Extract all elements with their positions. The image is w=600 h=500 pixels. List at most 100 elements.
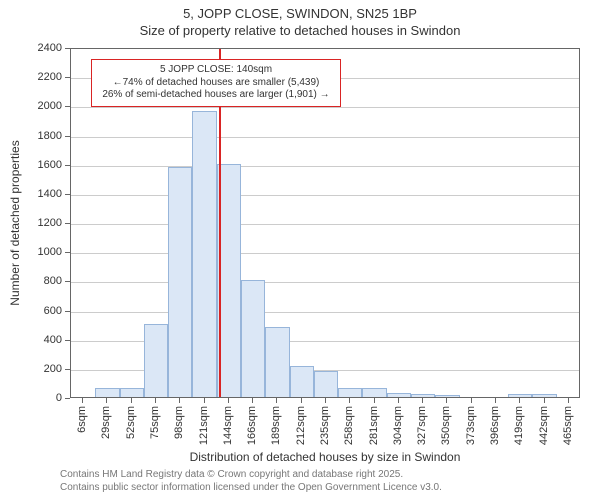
callout-line-2: 74% of detached houses are smaller (5,43… <box>96 77 336 90</box>
callout-line-3: 26% of semi-detached houses are larger (… <box>96 89 336 102</box>
footer-line-2: Contains public sector information licen… <box>60 481 442 494</box>
histogram-bar <box>338 388 362 397</box>
title-block: 5, JOPP CLOSE, SWINDON, SN25 1BP Size of… <box>0 6 600 38</box>
x-tick-label: 327sqm <box>416 406 428 456</box>
x-tick-label: 212sqm <box>295 406 307 456</box>
x-tick-label: 304sqm <box>392 406 404 456</box>
title-line-2: Size of property relative to detached ho… <box>0 23 600 38</box>
y-tick-label: 600 <box>0 305 62 317</box>
x-tick-label: 52sqm <box>125 406 137 456</box>
figure-root: 5, JOPP CLOSE, SWINDON, SN25 1BP Size of… <box>0 0 600 500</box>
histogram-bar <box>411 394 435 397</box>
footer-line-1: Contains HM Land Registry data © Crown c… <box>60 468 442 481</box>
x-tick-label: 121sqm <box>198 406 210 456</box>
x-tick-mark <box>398 398 399 403</box>
x-tick-mark <box>106 398 107 403</box>
histogram-bar <box>120 388 144 397</box>
gridline-h <box>71 137 579 138</box>
x-tick-mark <box>252 398 253 403</box>
x-tick-label: 75sqm <box>149 406 161 456</box>
y-tick-mark <box>65 311 70 312</box>
x-tick-label: 465sqm <box>562 406 574 456</box>
gridline-h <box>71 107 579 108</box>
y-tick-mark <box>65 194 70 195</box>
y-tick-label: 2200 <box>0 71 62 83</box>
plot-area: 5 JOPP CLOSE: 140sqm 74% of detached hou… <box>70 48 580 398</box>
callout-box: 5 JOPP CLOSE: 140sqm 74% of detached hou… <box>91 59 341 107</box>
x-tick-label: 98sqm <box>173 406 185 456</box>
gridline-h <box>71 282 579 283</box>
y-tick-mark <box>65 398 70 399</box>
y-tick-mark <box>65 223 70 224</box>
x-tick-mark <box>495 398 496 403</box>
histogram-bar <box>168 167 192 397</box>
x-tick-label: 442sqm <box>538 406 550 456</box>
y-tick-mark <box>65 48 70 49</box>
x-tick-mark <box>349 398 350 403</box>
x-tick-label: 373sqm <box>465 406 477 456</box>
y-tick-label: 1800 <box>0 130 62 142</box>
x-tick-mark <box>519 398 520 403</box>
x-tick-label: 350sqm <box>440 406 452 456</box>
x-tick-mark <box>544 398 545 403</box>
title-line-1: 5, JOPP CLOSE, SWINDON, SN25 1BP <box>0 6 600 21</box>
x-tick-mark <box>131 398 132 403</box>
y-tick-label: 400 <box>0 334 62 346</box>
x-tick-label: 29sqm <box>100 406 112 456</box>
x-tick-label: 419sqm <box>513 406 525 456</box>
x-tick-mark <box>179 398 180 403</box>
histogram-bar <box>290 366 314 397</box>
y-tick-mark <box>65 340 70 341</box>
x-tick-mark <box>276 398 277 403</box>
x-tick-mark <box>155 398 156 403</box>
histogram-bar <box>265 327 289 397</box>
x-tick-mark <box>301 398 302 403</box>
gridline-h <box>71 312 579 313</box>
gridline-h <box>71 195 579 196</box>
y-tick-label: 1400 <box>0 188 62 200</box>
histogram-bar <box>144 324 168 397</box>
x-tick-mark <box>568 398 569 403</box>
histogram-bar <box>362 388 386 397</box>
y-tick-label: 1000 <box>0 246 62 258</box>
gridline-h <box>71 253 579 254</box>
y-tick-label: 1600 <box>0 159 62 171</box>
x-tick-label: 281sqm <box>368 406 380 456</box>
x-tick-mark <box>228 398 229 403</box>
y-tick-mark <box>65 165 70 166</box>
y-tick-mark <box>65 281 70 282</box>
histogram-bar <box>192 111 216 397</box>
y-tick-label: 2000 <box>0 100 62 112</box>
histogram-bar <box>241 280 265 397</box>
histogram-bar <box>532 394 556 397</box>
x-tick-label: 144sqm <box>222 406 234 456</box>
x-tick-label: 396sqm <box>489 406 501 456</box>
x-tick-mark <box>204 398 205 403</box>
gridline-h <box>71 224 579 225</box>
y-tick-mark <box>65 77 70 78</box>
footer-attribution: Contains HM Land Registry data © Crown c… <box>60 468 442 494</box>
y-tick-label: 800 <box>0 275 62 287</box>
x-tick-mark <box>325 398 326 403</box>
x-tick-mark <box>374 398 375 403</box>
x-tick-label: 258sqm <box>343 406 355 456</box>
histogram-bar <box>95 388 119 397</box>
y-tick-mark <box>65 136 70 137</box>
y-tick-label: 1200 <box>0 217 62 229</box>
y-tick-label: 200 <box>0 363 62 375</box>
gridline-h <box>71 166 579 167</box>
x-tick-mark <box>446 398 447 403</box>
y-tick-mark <box>65 252 70 253</box>
histogram-bar <box>508 394 532 397</box>
x-tick-label: 166sqm <box>246 406 258 456</box>
x-tick-mark <box>422 398 423 403</box>
y-tick-label: 2400 <box>0 42 62 54</box>
y-tick-mark <box>65 106 70 107</box>
x-tick-label: 235sqm <box>319 406 331 456</box>
histogram-bar <box>435 395 459 397</box>
histogram-bar <box>314 371 338 397</box>
y-tick-mark <box>65 369 70 370</box>
x-tick-label: 6sqm <box>76 406 88 456</box>
histogram-bar <box>387 393 411 397</box>
y-tick-label: 0 <box>0 392 62 404</box>
